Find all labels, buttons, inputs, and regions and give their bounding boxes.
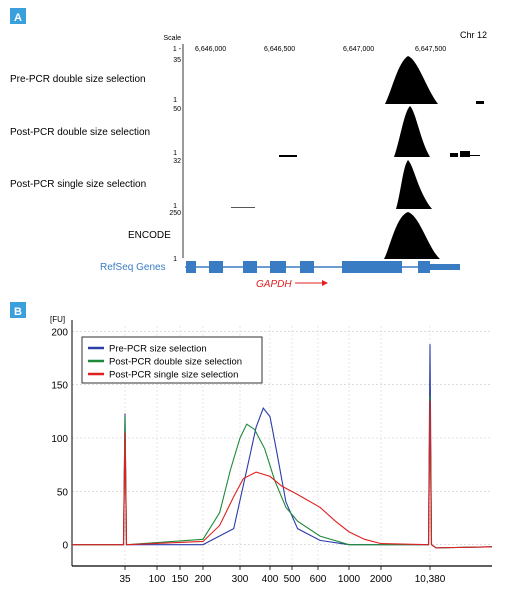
- exon-1: [186, 261, 196, 273]
- y-tick-150: 150: [51, 381, 68, 392]
- scale-one: 1 -: [173, 46, 182, 53]
- electropherogram: 0 50 100 150 200 [FU] 35 100 150 200 300 400 500 600 1…: [50, 315, 493, 585]
- track-2-name: Post-PCR double size selection: [10, 127, 150, 138]
- panel-a-badge: [10, 8, 26, 24]
- exon-3: [243, 261, 257, 273]
- x-tick-300: 300: [232, 574, 249, 585]
- y-tick-50: 50: [57, 487, 69, 498]
- exon-utr: [430, 264, 460, 270]
- track-1-min: 1: [173, 97, 177, 104]
- scale-label: Scale: [163, 35, 181, 42]
- coord-6646000: 6,646,000: [195, 46, 226, 53]
- exon-7: [418, 261, 430, 273]
- track-3-min: 1: [173, 203, 177, 210]
- track-2-blip-a: [279, 155, 297, 157]
- track-2-blip-c: [460, 151, 470, 157]
- track-2-peak: [394, 106, 430, 157]
- track-3-name: Post-PCR single size selection: [10, 179, 146, 190]
- x-tick-400: 400: [262, 574, 279, 585]
- legend-box: [81, 336, 263, 384]
- refseq-label: RefSeq Genes: [100, 262, 166, 273]
- coord-6647000: 6,647,000: [343, 46, 374, 53]
- y-tick-200: 200: [51, 327, 68, 338]
- track-3-max: 32: [173, 158, 181, 165]
- coord-6646500: 6,646,500: [264, 46, 295, 53]
- x-tick-600: 600: [310, 574, 327, 585]
- gene-arrow-head: [322, 280, 328, 286]
- track-1-name: Pre-PCR double size selection: [10, 74, 146, 85]
- track-4-name: ENCODE: [128, 230, 171, 241]
- exon-2: [209, 261, 223, 273]
- legend-entry-1: Post-PCR double size selection: [109, 357, 242, 368]
- track-1-blip: [476, 101, 484, 104]
- exon-5: [300, 261, 314, 273]
- x-tick-35: 35: [119, 574, 131, 585]
- panel-b-badge: [10, 302, 26, 318]
- x-tick-200: 200: [195, 574, 212, 585]
- x-tick-2000: 2000: [370, 574, 393, 585]
- series-line-2: [72, 400, 493, 549]
- gene-name: GAPDH: [256, 279, 292, 290]
- y-unit: [FU]: [50, 315, 65, 324]
- track-2-min: 1: [173, 150, 177, 157]
- exon-6: [342, 261, 402, 273]
- track-3-peak: [396, 160, 432, 209]
- chromosome-label: Chr 12: [460, 30, 487, 40]
- track-1-max: 35: [173, 57, 181, 64]
- x-tick-100: 100: [149, 574, 166, 585]
- track-2-blip-b: [450, 153, 458, 157]
- panel-a-letter: A: [14, 12, 22, 24]
- y-tick-100: 100: [51, 434, 68, 445]
- x-tick-500: 500: [284, 574, 301, 585]
- track-4-peak: [384, 212, 440, 259]
- coord-6647500: 6,647,500: [415, 46, 446, 53]
- exon-4: [270, 261, 286, 273]
- legend-entry-0: Pre-PCR size selection: [109, 344, 207, 355]
- track-4-min: 1: [173, 256, 177, 263]
- legend-entry-2: Post-PCR single size selection: [109, 370, 238, 381]
- track-3-blip: [231, 207, 255, 208]
- track-4-max: 250: [169, 210, 181, 217]
- x-tick-10380: 10,380: [415, 574, 446, 585]
- x-tick-150: 150: [172, 574, 189, 585]
- track-1-peak: [385, 56, 438, 104]
- y-tick-0: 0: [62, 541, 68, 552]
- track-2-blip-d: [470, 155, 480, 156]
- x-tick-1000: 1000: [338, 574, 361, 585]
- track-2-max: 50: [173, 106, 181, 113]
- panel-b-letter: B: [14, 306, 22, 318]
